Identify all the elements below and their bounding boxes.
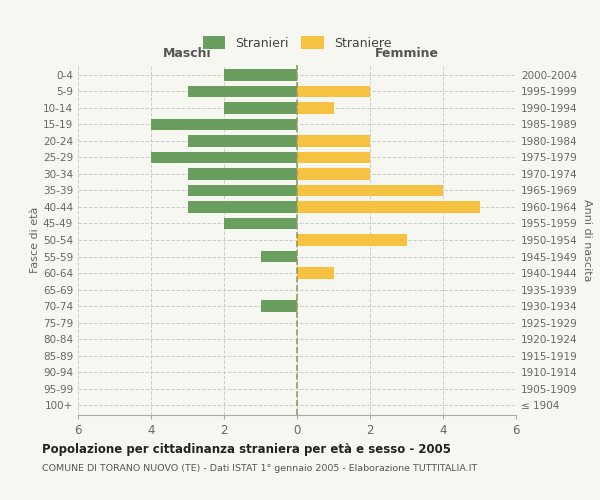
Bar [297, 168, 370, 179]
Bar [297, 234, 407, 246]
Bar [187, 184, 297, 196]
Bar [151, 118, 297, 130]
Y-axis label: Anni di nascita: Anni di nascita [581, 198, 592, 281]
Bar [297, 184, 443, 196]
Bar [224, 102, 297, 114]
Bar [260, 250, 297, 262]
Text: COMUNE DI TORANO NUOVO (TE) - Dati ISTAT 1° gennaio 2005 - Elaborazione TUTTITAL: COMUNE DI TORANO NUOVO (TE) - Dati ISTAT… [42, 464, 477, 473]
Bar [260, 300, 297, 312]
Y-axis label: Fasce di età: Fasce di età [30, 207, 40, 273]
Bar [224, 69, 297, 80]
Text: Femmine: Femmine [374, 47, 439, 60]
Bar [151, 152, 297, 163]
Bar [297, 152, 370, 163]
Text: Maschi: Maschi [163, 47, 212, 60]
Bar [297, 102, 334, 114]
Bar [187, 201, 297, 213]
Bar [187, 86, 297, 97]
Bar [297, 201, 479, 213]
Bar [187, 168, 297, 179]
Bar [224, 218, 297, 230]
Bar [297, 86, 370, 97]
Bar [297, 135, 370, 146]
Bar [187, 135, 297, 146]
Bar [297, 267, 334, 279]
Legend: Stranieri, Straniere: Stranieri, Straniere [203, 36, 391, 50]
Text: Popolazione per cittadinanza straniera per età e sesso - 2005: Popolazione per cittadinanza straniera p… [42, 442, 451, 456]
